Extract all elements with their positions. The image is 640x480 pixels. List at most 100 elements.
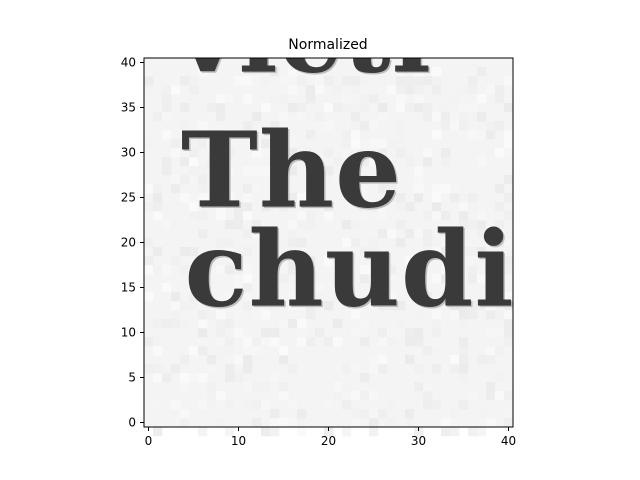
heatmap-pixel bbox=[252, 283, 262, 293]
heatmap-pixel bbox=[459, 247, 469, 257]
heatmap-pixel bbox=[243, 103, 253, 113]
heatmap-pixel bbox=[171, 400, 181, 410]
heatmap-pixel bbox=[441, 148, 451, 158]
heatmap-pixel bbox=[306, 85, 316, 95]
heatmap-pixel bbox=[486, 418, 496, 428]
heatmap-pixel bbox=[504, 247, 514, 257]
heatmap-pixel bbox=[486, 382, 496, 392]
heatmap-pixel bbox=[153, 193, 163, 203]
heatmap-pixel bbox=[189, 355, 199, 365]
heatmap-pixel bbox=[207, 391, 217, 401]
heatmap-pixel bbox=[495, 373, 505, 383]
heatmap-pixel bbox=[495, 310, 505, 320]
heatmap-pixel bbox=[468, 103, 478, 113]
heatmap-pixel bbox=[153, 400, 163, 410]
heatmap-pixel bbox=[342, 364, 352, 374]
heatmap-pixel bbox=[207, 130, 217, 140]
heatmap-pixel bbox=[153, 427, 163, 437]
heatmap-pixel bbox=[216, 265, 226, 275]
heatmap-pixel bbox=[261, 382, 271, 392]
heatmap-pixel bbox=[225, 166, 235, 176]
heatmap-pixel bbox=[252, 220, 262, 230]
heatmap-pixel bbox=[441, 355, 451, 365]
heatmap-pixel bbox=[189, 373, 199, 383]
heatmap-pixel bbox=[423, 382, 433, 392]
heatmap-pixel bbox=[477, 247, 487, 257]
heatmap-pixel bbox=[306, 148, 316, 158]
heatmap-pixel bbox=[414, 364, 424, 374]
heatmap-pixel bbox=[477, 220, 487, 230]
heatmap-pixel bbox=[432, 202, 442, 212]
heatmap-pixel bbox=[306, 337, 316, 347]
heatmap-pixel bbox=[234, 310, 244, 320]
heatmap-pixel bbox=[288, 418, 298, 428]
heatmap-pixel bbox=[441, 157, 451, 167]
heatmap-pixel bbox=[180, 130, 190, 140]
heatmap-pixel bbox=[234, 274, 244, 284]
heatmap-pixel bbox=[279, 130, 289, 140]
heatmap-pixel bbox=[441, 121, 451, 131]
heatmap-pixel bbox=[387, 193, 397, 203]
heatmap-pixel bbox=[171, 292, 181, 302]
heatmap-pixel bbox=[153, 184, 163, 194]
heatmap-pixel bbox=[450, 283, 460, 293]
heatmap-pixel bbox=[360, 76, 370, 86]
heatmap-pixel bbox=[252, 112, 262, 122]
heatmap-pixel bbox=[279, 193, 289, 203]
x-tick-label: 0 bbox=[145, 434, 153, 448]
heatmap-pixel bbox=[342, 103, 352, 113]
heatmap-pixel bbox=[189, 166, 199, 176]
heatmap-pixel bbox=[450, 364, 460, 374]
heatmap-pixel bbox=[288, 157, 298, 167]
heatmap-pixel bbox=[288, 292, 298, 302]
heatmap-pixel bbox=[450, 193, 460, 203]
heatmap-pixel bbox=[459, 85, 469, 95]
heatmap-text-layer: chudichudiTheThevictivicti bbox=[175, 58, 513, 332]
heatmap-pixel bbox=[405, 256, 415, 266]
heatmap-pixel bbox=[450, 184, 460, 194]
heatmap-pixel bbox=[261, 427, 271, 437]
heatmap-pixel bbox=[441, 103, 451, 113]
heatmap-pixel bbox=[486, 292, 496, 302]
heatmap-pixel bbox=[198, 328, 208, 338]
heatmap-pixel bbox=[468, 130, 478, 140]
heatmap-pixel bbox=[423, 238, 433, 248]
heatmap-pixel bbox=[342, 76, 352, 86]
heatmap-pixel bbox=[171, 256, 181, 266]
heatmap-pixel bbox=[432, 193, 442, 203]
heatmap-pixel bbox=[360, 103, 370, 113]
heatmap-pixel bbox=[270, 229, 280, 239]
heatmap-pixel bbox=[243, 220, 253, 230]
heatmap-pixel bbox=[477, 409, 487, 419]
heatmap-pixel bbox=[171, 139, 181, 149]
heatmap-pixel bbox=[423, 391, 433, 401]
heatmap-pixel bbox=[468, 427, 478, 437]
heatmap-pixel bbox=[288, 76, 298, 86]
heatmap-pixel bbox=[450, 94, 460, 104]
heatmap-pixel bbox=[477, 274, 487, 284]
heatmap-pixel bbox=[171, 364, 181, 374]
heatmap-pixel bbox=[459, 301, 469, 311]
heatmap-pixel bbox=[459, 220, 469, 230]
heatmap-pixel bbox=[495, 202, 505, 212]
heatmap-pixel bbox=[459, 346, 469, 356]
y-tick-label: 10 bbox=[121, 326, 136, 340]
heatmap-pixel bbox=[243, 337, 253, 347]
heatmap-pixel bbox=[324, 427, 334, 437]
heatmap-pixel bbox=[405, 355, 415, 365]
heatmap-pixel bbox=[198, 175, 208, 185]
heatmap-pixel bbox=[378, 112, 388, 122]
heatmap-pixel bbox=[225, 94, 235, 104]
heatmap-pixel bbox=[486, 301, 496, 311]
heatmap-pixel bbox=[279, 238, 289, 248]
heatmap-pixel bbox=[234, 265, 244, 275]
heatmap-pixel bbox=[504, 139, 514, 149]
heatmap-pixel bbox=[342, 148, 352, 158]
heatmap-pixel bbox=[198, 310, 208, 320]
heatmap-pixel bbox=[369, 364, 379, 374]
heatmap-pixel bbox=[234, 373, 244, 383]
heatmap-pixel bbox=[216, 319, 226, 329]
heatmap-pixel bbox=[270, 427, 280, 437]
heatmap-pixel bbox=[261, 328, 271, 338]
heatmap-pixel bbox=[288, 229, 298, 239]
